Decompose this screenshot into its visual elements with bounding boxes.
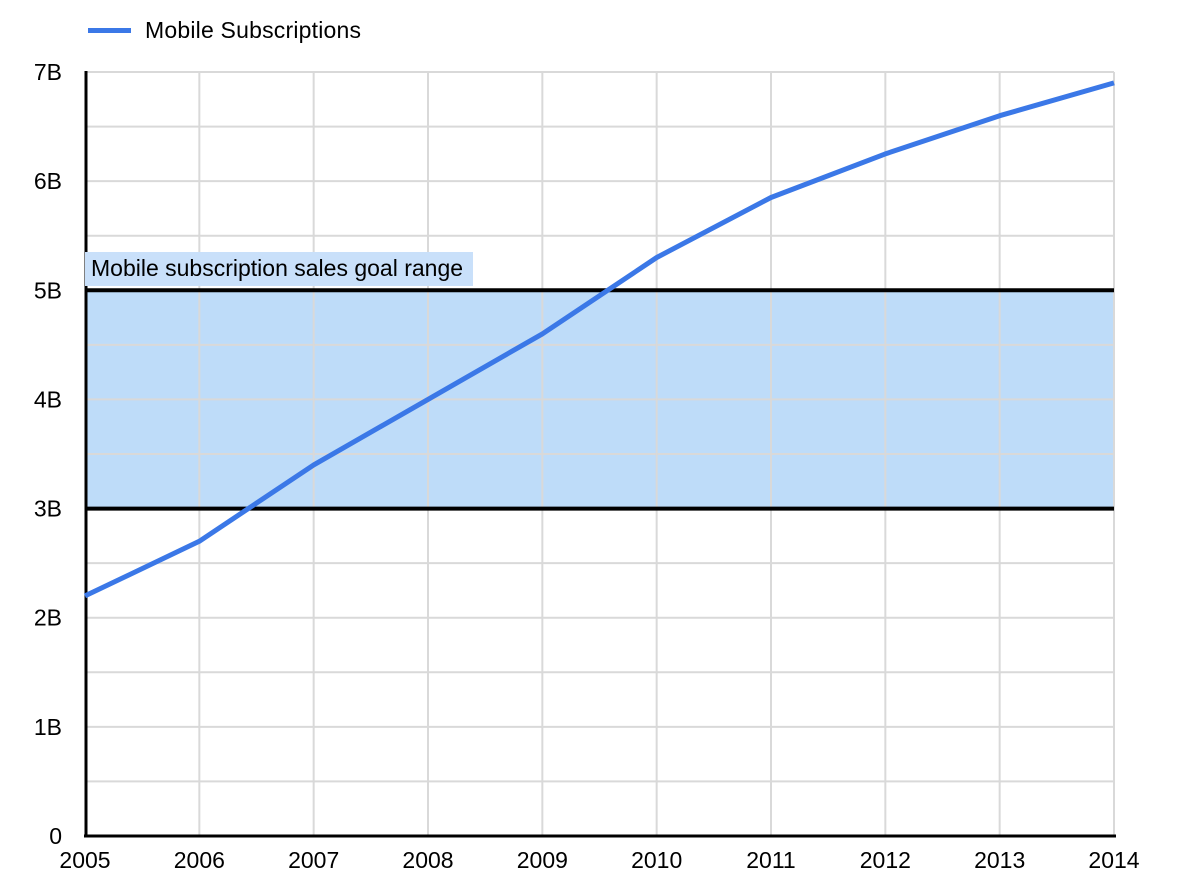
legend-line-swatch — [88, 27, 131, 33]
x-tick-label: 2014 — [1088, 847, 1139, 873]
mobile-subscriptions-series-line — [83, 80, 1115, 599]
y-tick-label: 0 — [49, 823, 62, 849]
x-tick-label: 2006 — [174, 847, 225, 873]
x-tick-label: 2008 — [402, 847, 453, 873]
y-tick-label: 2B — [34, 605, 62, 631]
y-tick-label: 6B — [34, 168, 62, 194]
x-tick-label: 2012 — [860, 847, 911, 873]
x-tick-label: 2013 — [974, 847, 1025, 873]
x-tick-label: 2011 — [746, 847, 795, 873]
y-tick-label: 5B — [34, 277, 62, 303]
y-tick-label: 3B — [34, 496, 62, 522]
y-tick-label: 7B — [34, 59, 62, 85]
legend-series-label: Mobile Subscriptions — [145, 16, 362, 43]
x-tick-label: 2007 — [288, 847, 339, 873]
x-tick-label: 2009 — [517, 847, 568, 873]
goal-range-annotation-label: Mobile subscription sales goal range — [85, 252, 474, 286]
x-tick-label: 2005 — [59, 847, 110, 873]
x-tick-label: 2010 — [631, 847, 682, 873]
y-tick-label: 1B — [34, 714, 62, 740]
goal-range-band — [85, 290, 1114, 509]
y-tick-label: 4B — [34, 386, 62, 412]
legend: Mobile Subscriptions — [88, 16, 361, 44]
